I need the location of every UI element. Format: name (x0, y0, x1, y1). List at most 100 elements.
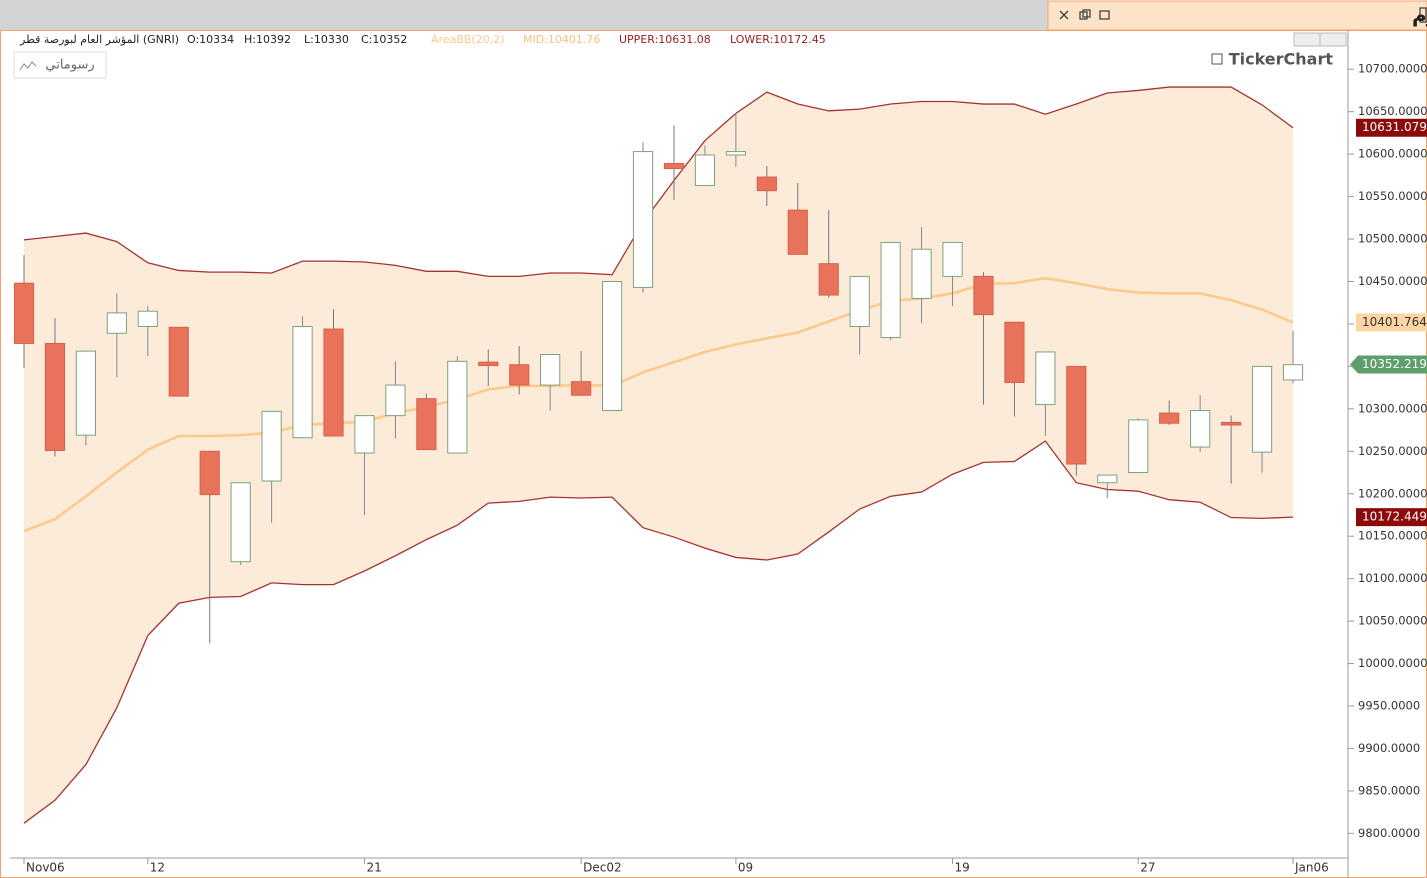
y-tick-label: 10000.0000 (1358, 656, 1427, 670)
candle-body (478, 361, 499, 367)
candle-body (849, 275, 870, 327)
candle-body (447, 360, 468, 454)
window-controls[interactable] (1059, 7, 1427, 23)
y-tick-label: 10200.0000 (1358, 486, 1427, 500)
candle-body (509, 364, 530, 386)
candle-body (416, 398, 437, 451)
candle-body (1221, 421, 1242, 426)
price-tag-label: 10352.219 (1362, 357, 1427, 371)
y-tick-label: 10700.0000 (1358, 62, 1427, 76)
x-tick-label: 09 (738, 861, 753, 875)
y-tick-label: 10300.0000 (1358, 401, 1427, 415)
upper-band (23, 86, 1294, 278)
info-line: المؤشر العام لبورصة قطر (GNRI) O:10334 H… (19, 33, 826, 46)
window-title: المؤشر العام لبورصة قطر - يوم (1412, 3, 1427, 27)
candle-body (292, 325, 313, 439)
x-tick-label: Dec02 (583, 861, 622, 875)
brand-icon (1211, 53, 1223, 65)
indicator-text: AreaBB(20,2) (431, 33, 504, 46)
x-tick-label: Nov06 (26, 861, 65, 875)
y-tick-label: 10050.0000 (1358, 614, 1427, 628)
x-tick-label: 27 (1140, 861, 1155, 875)
mid-band (23, 276, 1294, 533)
title-tab (1047, 0, 1427, 31)
candle-body (168, 326, 189, 397)
brand: TickerChart (1229, 50, 1334, 69)
candle-body (1097, 474, 1118, 484)
y-tick-label: 10100.0000 (1358, 571, 1427, 585)
mid-text: MID:10401.76 (523, 33, 600, 46)
candle-body (1066, 365, 1087, 465)
x-tick-label: Jan06 (1294, 861, 1329, 875)
x-tick-label: 12 (150, 861, 165, 875)
price-tag (1350, 355, 1427, 374)
close-text: C:10352 (361, 33, 407, 46)
y-tick-label: 10600.0000 (1358, 147, 1427, 161)
candle-body (106, 312, 127, 334)
candle-body (354, 415, 375, 454)
low-text: L:10330 (304, 33, 349, 46)
price-tag-label: 10631.079 (1362, 120, 1427, 134)
y-tick-label: 9950.0000 (1358, 699, 1420, 713)
candle-body (75, 350, 96, 436)
candle-body (571, 381, 592, 396)
candle-body (694, 154, 716, 187)
candle-body (818, 263, 839, 296)
price-tag-label: 10172.449 (1362, 510, 1427, 524)
candle-body (1004, 321, 1025, 384)
y-tick-label: 9800.0000 (1358, 826, 1420, 840)
candle-body (385, 384, 406, 417)
y-tick-label: 10250.0000 (1358, 444, 1427, 458)
candle-body (199, 450, 220, 496)
band-area (24, 87, 1293, 824)
open-text: O:10334 (187, 33, 234, 46)
plot (13, 86, 1304, 824)
candle-body (787, 209, 808, 255)
y-tick-label: 10550.0000 (1358, 189, 1427, 203)
candle-body (1128, 419, 1149, 474)
candle-body (632, 151, 654, 288)
candle-body (663, 162, 685, 170)
candle-body (137, 310, 158, 327)
lower-text: LOWER:10172.45 (730, 33, 826, 46)
candle-body (261, 410, 282, 482)
candle-body (880, 241, 901, 339)
candle-body (725, 151, 746, 156)
candle-body (973, 275, 994, 316)
candle-body (1159, 412, 1180, 424)
y-tick-label: 9900.0000 (1358, 741, 1420, 755)
candle-body (1035, 351, 1056, 406)
candle-body (601, 280, 623, 412)
candle-body (756, 176, 777, 192)
candle-body (911, 248, 932, 299)
y-tick-label: 10500.0000 (1358, 232, 1427, 246)
candle-body (323, 328, 344, 437)
candle-body (230, 482, 251, 563)
title-bar (0, 0, 1048, 30)
panel-buttons[interactable] (1293, 32, 1347, 47)
candle-body (44, 342, 66, 451)
price-tag (1356, 313, 1427, 332)
x-tick-label: 19 (955, 861, 970, 875)
drawings-button[interactable]: رسوماتي (13, 51, 107, 79)
candle-body (13, 282, 35, 344)
y-tick-label: 10650.0000 (1358, 104, 1427, 118)
candle-body (540, 354, 561, 386)
price-tag-label: 10401.764 (1362, 315, 1427, 329)
candle-body (942, 241, 963, 277)
candle-body (1190, 410, 1211, 448)
lower-band (23, 440, 1294, 824)
y-tick-label: 9850.0000 (1358, 783, 1420, 797)
price-tag (1356, 118, 1427, 137)
candle-body (1251, 365, 1273, 453)
price-tag (1356, 508, 1427, 527)
drawings-label[interactable]: رسوماتي (45, 58, 94, 73)
x-tick-label: 21 (366, 861, 381, 875)
symbol: المؤشر العام لبورصة قطر (GNRI) (19, 33, 179, 46)
candle-body (1282, 364, 1304, 381)
y-tick-label: 10450.0000 (1358, 274, 1427, 288)
high-text: H:10392 (244, 33, 291, 46)
upper-text: UPPER:10631.08 (619, 33, 711, 46)
y-tick-label: 10150.0000 (1358, 529, 1427, 543)
